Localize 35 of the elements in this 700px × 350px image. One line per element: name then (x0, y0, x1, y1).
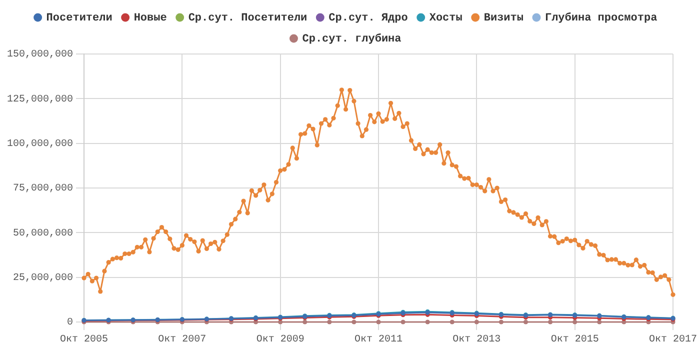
point (400, 320, 406, 324)
point (302, 320, 308, 324)
legend-label: Ср.сут. глубина (302, 32, 402, 46)
point (572, 320, 578, 324)
x-tick-label: Окт 2013 (452, 334, 501, 346)
point (597, 320, 602, 324)
x-tick-label: Окт 2005 (60, 334, 108, 346)
y-tick-label: 100,000,000 (6, 138, 74, 150)
legend-label: Посетители (46, 12, 112, 24)
point (548, 320, 553, 324)
legend-label: Ср.сут. Посетители (188, 12, 308, 24)
legend-label: Визиты (484, 12, 524, 24)
y-tick-label: 150,000,000 (6, 50, 74, 61)
point (474, 320, 479, 324)
x-tick-label: Окт 2015 (550, 334, 599, 346)
x-tick-label: Окт 2011 (354, 334, 403, 346)
y-tick-label: 25,000,000 (12, 272, 74, 284)
y-tick-label: 125,000,000 (6, 94, 74, 106)
point (450, 320, 454, 324)
x-tick-label: Окт 2007 (158, 334, 206, 346)
point (352, 320, 356, 324)
point (376, 320, 381, 324)
legend-label: Хосты (429, 12, 463, 24)
legend-label: Ср.сут. Ядро (328, 12, 408, 24)
legend-label: Новые (134, 12, 168, 24)
legend-label: Глубина просмотра (544, 11, 658, 24)
point (498, 320, 504, 324)
x-tick-label: Окт 2017 (648, 334, 698, 346)
point (425, 320, 430, 324)
point (327, 320, 332, 324)
y-tick-label: 0 (66, 318, 74, 329)
y-tick-label: 75,000,000 (12, 184, 74, 195)
y-tick-label: 50,000,000 (12, 228, 74, 240)
point (523, 320, 528, 324)
x-tick-label: Окт 2009 (256, 334, 304, 346)
